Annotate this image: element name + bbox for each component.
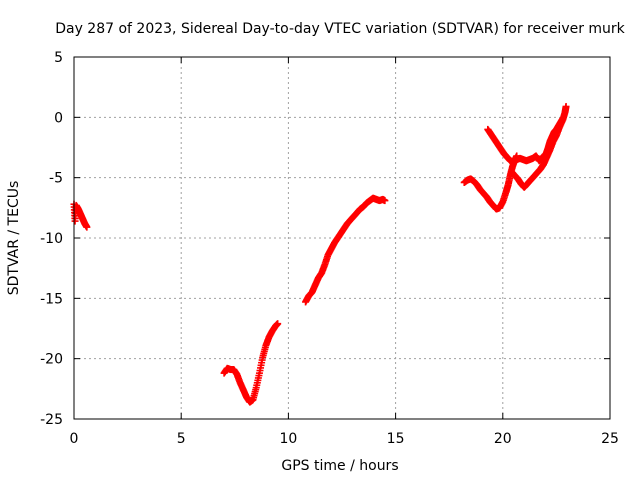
data-point	[83, 223, 91, 231]
x-axis-label: GPS time / hours	[281, 458, 398, 474]
grid-lines	[73, 56, 611, 420]
y-tick-labels: -25 -20 -15 -10 -5 0 5	[40, 50, 63, 428]
chart-title: Day 287 of 2023, Sidereal Day-to-day VTE…	[55, 21, 625, 37]
y-tick-label: -20	[40, 352, 63, 368]
series-segment	[507, 102, 570, 191]
data-point	[274, 320, 282, 328]
x-tick-label: 10	[279, 431, 297, 447]
y-tick-label: -25	[40, 412, 63, 428]
y-tick-label: 0	[54, 110, 63, 126]
x-tick-label: 25	[601, 431, 619, 447]
y-tick-label: -5	[49, 171, 63, 187]
data-points	[70, 102, 570, 406]
data-point	[562, 102, 570, 110]
series-segment	[302, 194, 389, 306]
x-tick-labels: 0 5 10 15 20 25	[70, 431, 619, 447]
series-segment	[220, 320, 282, 406]
x-tick-label: 0	[70, 431, 79, 447]
x-tick-label: 15	[387, 431, 405, 447]
y-axis-label: SDTVAR / TECUs	[6, 181, 22, 296]
plot-frame	[73, 56, 611, 420]
x-tick-label: 20	[494, 431, 512, 447]
y-tick-label: -15	[40, 291, 63, 307]
y-tick-label: -10	[40, 231, 63, 247]
y-tick-label: 5	[54, 50, 63, 66]
series-segment	[460, 152, 521, 213]
data-point	[381, 197, 389, 205]
x-tick-label: 5	[177, 431, 186, 447]
series-segment	[70, 200, 91, 231]
